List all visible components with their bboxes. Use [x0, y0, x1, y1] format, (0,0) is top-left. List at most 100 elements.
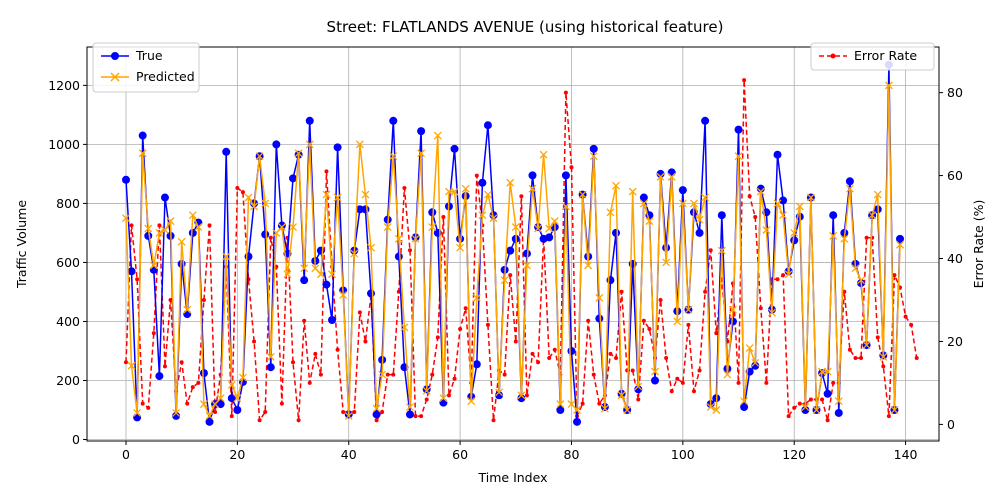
data-point [506, 178, 515, 187]
data-point [892, 273, 897, 278]
data-point [812, 406, 821, 414]
data-point [751, 358, 760, 367]
data-point [779, 211, 788, 220]
data-point [862, 341, 871, 350]
data-point [586, 318, 591, 323]
data-point [639, 193, 648, 202]
data-point [149, 261, 158, 270]
y-tick-label: 200 [56, 373, 80, 388]
y-tick-label: 400 [56, 314, 80, 329]
x-tick-label: 120 [782, 447, 806, 462]
data-point [389, 152, 398, 161]
data-point [909, 322, 914, 327]
data-point [146, 405, 151, 410]
data-point [166, 217, 175, 226]
data-point [756, 184, 765, 193]
data-point [194, 223, 203, 231]
data-point [528, 171, 537, 180]
data-point [578, 190, 587, 199]
data-point [252, 339, 257, 344]
data-point [316, 246, 325, 255]
data-point [786, 414, 791, 419]
data-point [289, 174, 298, 183]
data-point [483, 190, 492, 199]
data-point [199, 400, 208, 409]
data-point [701, 116, 710, 125]
data-point [216, 400, 225, 409]
data-point [277, 223, 286, 231]
data-point [667, 168, 676, 177]
data-point [316, 270, 325, 279]
data-point [678, 199, 687, 208]
y2-tick-label: 0 [947, 417, 955, 432]
data-point [612, 181, 620, 190]
data-point [183, 310, 192, 319]
data-point [595, 293, 604, 302]
data-point [233, 406, 242, 415]
data-point [188, 228, 197, 237]
data-point [305, 116, 314, 125]
y2-tick-label: 60 [947, 168, 963, 183]
data-point [524, 393, 529, 398]
data-point [121, 175, 130, 184]
data-point [619, 289, 624, 294]
data-point [485, 322, 490, 327]
data-point [884, 81, 893, 90]
data-point [296, 418, 301, 423]
data-point [307, 380, 312, 385]
data-point [483, 121, 492, 130]
data-point [634, 385, 643, 394]
data-point [580, 401, 585, 406]
data-point [740, 397, 749, 406]
data-point [213, 409, 218, 414]
data-point [441, 215, 446, 220]
x-tick-label: 80 [564, 447, 580, 462]
data-point [355, 205, 364, 214]
x-tick-label: 40 [341, 447, 357, 462]
data-point [391, 372, 396, 377]
data-point [201, 297, 206, 302]
data-point [556, 400, 565, 409]
data-point [127, 267, 136, 276]
data-point [495, 391, 504, 400]
data-point [795, 202, 804, 211]
data-point [261, 199, 270, 208]
data-point [873, 190, 882, 199]
legend-error-label: Error Rate [854, 48, 917, 63]
data-point [729, 305, 737, 314]
data-point [595, 314, 604, 323]
y-axis-right: 0 20 40 60 80 [939, 85, 963, 432]
data-point [517, 391, 526, 400]
data-point [227, 394, 236, 403]
data-point [229, 414, 234, 419]
data-point [903, 314, 908, 319]
data-point [439, 398, 448, 407]
data-point [647, 327, 652, 332]
data-point [552, 347, 557, 352]
data-point [853, 356, 858, 361]
data-point [433, 131, 442, 140]
data-point [513, 339, 518, 344]
data-point [328, 315, 337, 324]
x-tick-label: 0 [122, 447, 130, 462]
data-point [781, 273, 786, 278]
data-point [133, 413, 142, 422]
data-point [179, 360, 184, 365]
data-point [859, 356, 864, 361]
data-point [597, 401, 602, 406]
data-point [845, 177, 854, 186]
data-point [372, 404, 381, 413]
data-point [517, 394, 526, 403]
data-point [266, 352, 275, 361]
data-point [680, 380, 685, 385]
legend-predicted-label: Predicted [136, 69, 195, 84]
data-point [394, 252, 403, 261]
data-point [530, 351, 535, 356]
data-point [207, 223, 212, 228]
series-line [125, 85, 901, 418]
data-point [406, 403, 414, 412]
data-point [840, 234, 849, 243]
x-tick-label: 20 [229, 447, 245, 462]
data-point [695, 215, 704, 224]
